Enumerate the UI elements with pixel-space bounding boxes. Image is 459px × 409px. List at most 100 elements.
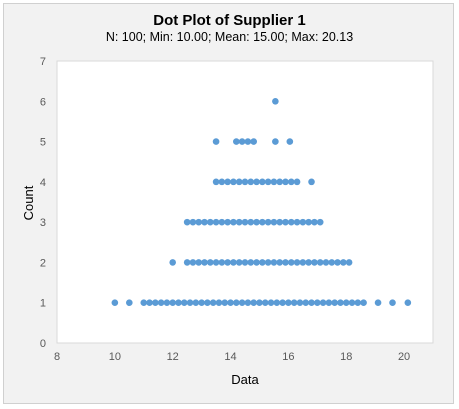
- data-point: [287, 259, 295, 266]
- data-point: [276, 259, 284, 266]
- data-point: [296, 299, 304, 307]
- x-tick-label: 18: [340, 351, 352, 363]
- x-tick-label: 10: [109, 351, 121, 363]
- data-point: [140, 299, 148, 307]
- data-point: [279, 299, 286, 307]
- data-point: [204, 299, 211, 307]
- y-axis-label: Count: [21, 185, 36, 220]
- data-point: [189, 218, 197, 226]
- x-tick-label: 14: [224, 351, 236, 363]
- data-point: [183, 218, 191, 226]
- data-point: [195, 259, 203, 266]
- chart-title: Dot Plot of Supplier 1: [153, 12, 306, 29]
- data-point: [201, 259, 208, 266]
- data-point: [273, 299, 281, 307]
- y-tick-label: 0: [40, 338, 46, 350]
- data-point: [261, 299, 269, 307]
- data-point: [241, 259, 249, 266]
- data-point: [404, 299, 412, 307]
- data-point: [276, 178, 284, 186]
- data-point: [322, 259, 330, 266]
- data-point: [308, 299, 315, 307]
- data-point: [224, 259, 231, 266]
- data-point: [157, 299, 165, 307]
- data-point: [183, 259, 191, 266]
- data-point: [212, 138, 220, 145]
- data-point: [244, 299, 252, 307]
- data-point: [270, 259, 278, 266]
- data-point: [235, 178, 243, 186]
- data-point: [212, 178, 220, 186]
- data-point: [316, 218, 324, 226]
- data-point: [290, 299, 298, 307]
- chart-subtitle: N: 100; Min: 10.00; Mean: 15.00; Max: 20…: [105, 30, 354, 44]
- data-point: [253, 259, 260, 266]
- data-point: [201, 218, 208, 226]
- data-point: [235, 259, 243, 266]
- data-point: [189, 259, 197, 266]
- data-point: [308, 178, 315, 186]
- data-point: [331, 299, 338, 307]
- data-point: [311, 218, 318, 226]
- data-point: [241, 218, 249, 226]
- data-point: [206, 259, 214, 266]
- data-point: [192, 299, 200, 307]
- data-point: [264, 218, 272, 226]
- data-point: [152, 299, 159, 307]
- x-axis-label: Data: [231, 372, 259, 387]
- data-point: [319, 299, 327, 307]
- y-tick-label: 4: [40, 177, 46, 189]
- data-point: [256, 299, 263, 307]
- data-point: [334, 259, 341, 266]
- data-point: [293, 218, 301, 226]
- data-point: [215, 299, 223, 307]
- x-tick-label: 8: [54, 351, 60, 363]
- data-point: [247, 259, 255, 266]
- data-point: [340, 259, 347, 266]
- data-point: [253, 178, 260, 186]
- data-point: [259, 178, 266, 186]
- data-point: [282, 178, 289, 186]
- data-point: [146, 299, 153, 307]
- data-point: [270, 178, 278, 186]
- data-point: [230, 218, 237, 226]
- data-point: [241, 178, 249, 186]
- data-point: [212, 259, 220, 266]
- data-point: [270, 218, 278, 226]
- x-tick-label: 16: [282, 351, 294, 363]
- data-point: [238, 138, 246, 145]
- data-point: [287, 178, 295, 186]
- data-point: [374, 299, 382, 307]
- data-point: [259, 259, 266, 266]
- data-point: [169, 299, 176, 307]
- data-point: [218, 259, 226, 266]
- data-point: [230, 259, 237, 266]
- data-point: [285, 299, 292, 307]
- x-axis: 8 10 12 14 16 18 20: [54, 351, 410, 363]
- data-point: [337, 299, 344, 307]
- data-point: [389, 299, 396, 307]
- y-tick-label: 1: [40, 298, 46, 310]
- data-point: [250, 138, 257, 145]
- data-point: [272, 97, 279, 105]
- data-point: [224, 218, 231, 226]
- data-point: [345, 259, 353, 266]
- data-point: [264, 259, 272, 266]
- data-point: [287, 218, 295, 226]
- data-point: [302, 299, 310, 307]
- y-tick-label: 6: [40, 96, 46, 108]
- data-point: [230, 178, 237, 186]
- plot-area: [56, 60, 434, 344]
- data-point: [247, 218, 255, 226]
- data-point: [348, 299, 356, 307]
- data-point: [293, 178, 301, 186]
- x-tick-label: 20: [398, 351, 410, 363]
- data-point: [282, 259, 289, 266]
- data-point: [111, 299, 119, 307]
- data-point: [305, 218, 312, 226]
- data-point: [264, 178, 272, 186]
- data-point: [186, 299, 194, 307]
- data-point: [198, 299, 205, 307]
- data-point: [212, 218, 220, 226]
